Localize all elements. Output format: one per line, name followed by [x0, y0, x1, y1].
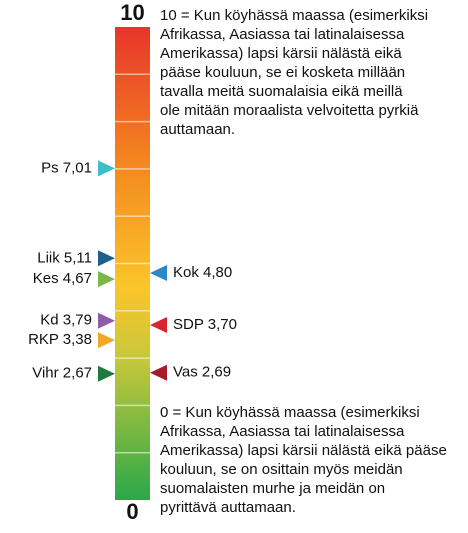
note-line: Amerikassa) lapsi kärsii nälästä eikä pä… [160, 442, 447, 459]
note-line: Afrikassa, Aasiassa tai latinalaisessa [160, 423, 405, 440]
note-line: auttamaan. [160, 121, 235, 138]
note-line: Afrikassa, Aasiassa tai latinalaisessa [160, 26, 405, 43]
marker [150, 364, 167, 381]
marker [98, 312, 115, 329]
note-line: pääse kouluun, se ei kosketa millään [160, 64, 405, 81]
marker-label: Kd 3,79 [40, 312, 92, 329]
note-line: tavalla meitä suomalaisia eikä meillä [160, 83, 403, 100]
note-line: Amerikassa) lapsi kärsii nälästä eikä [160, 45, 402, 62]
note-line: ole mitään moraalista velvoitetta pyrkiä [160, 102, 419, 119]
marker [150, 264, 167, 281]
marker [150, 316, 167, 333]
marker-label: Kok 4,80 [173, 264, 232, 281]
marker-label: RKP 3,38 [28, 331, 92, 348]
y-tick-label: 0 [126, 499, 138, 524]
note-line: pyrittävä auttamaan. [160, 499, 296, 516]
marker-label: Vas 2,69 [173, 364, 231, 381]
marker [98, 271, 115, 288]
marker-label: SDP 3,70 [173, 316, 237, 333]
marker [98, 250, 115, 267]
y-tick-label: 10 [120, 0, 144, 25]
marker-label: Vihr 2,67 [32, 365, 92, 382]
marker [98, 365, 115, 382]
note-line: kouluun, se on osittain myös meidän [160, 461, 403, 478]
note-line: suomalaisten murhe ja meidän on [160, 480, 385, 497]
marker-label: Ps 7,01 [41, 159, 92, 176]
note-line: 0 = Kun köyhässä maassa (esimerkiksi [160, 404, 420, 421]
note-line: 10 = Kun köyhässä maassa (esimerkiksi [160, 7, 428, 24]
marker [98, 160, 115, 177]
marker-label: Liik 5,11 [37, 249, 92, 266]
marker [98, 332, 115, 349]
marker-label: Kes 4,67 [33, 270, 92, 287]
